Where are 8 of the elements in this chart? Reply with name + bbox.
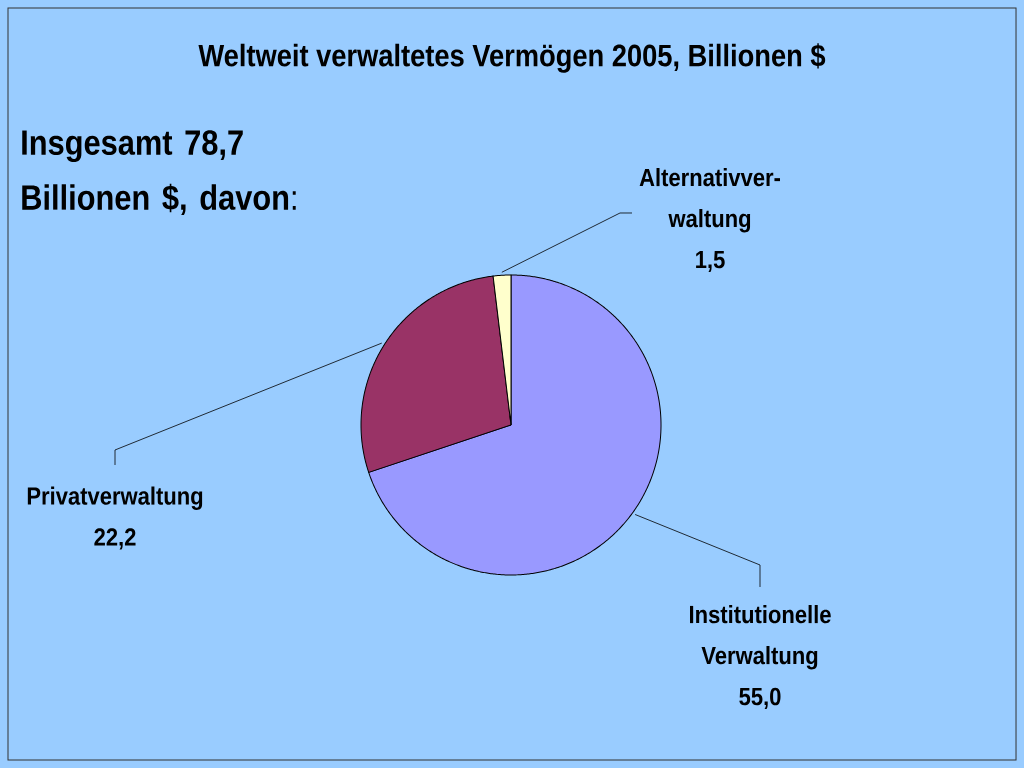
data-label: 1,5 [696, 250, 725, 272]
slice-label: Alternativver- waltung [639, 168, 781, 233]
data-label: 55,0 [739, 687, 781, 709]
slice-label: Privatverwaltung [27, 486, 203, 510]
slice-label: Institutionelle Verwaltung [689, 605, 831, 670]
chart-title: Weltweit verwaltetes Vermögen 2005, Billionen $ [198, 43, 826, 73]
text: Insgesamt 78,7 Billionen $, davon: [22, 130, 296, 216]
data-label: 22,2 [94, 528, 136, 550]
